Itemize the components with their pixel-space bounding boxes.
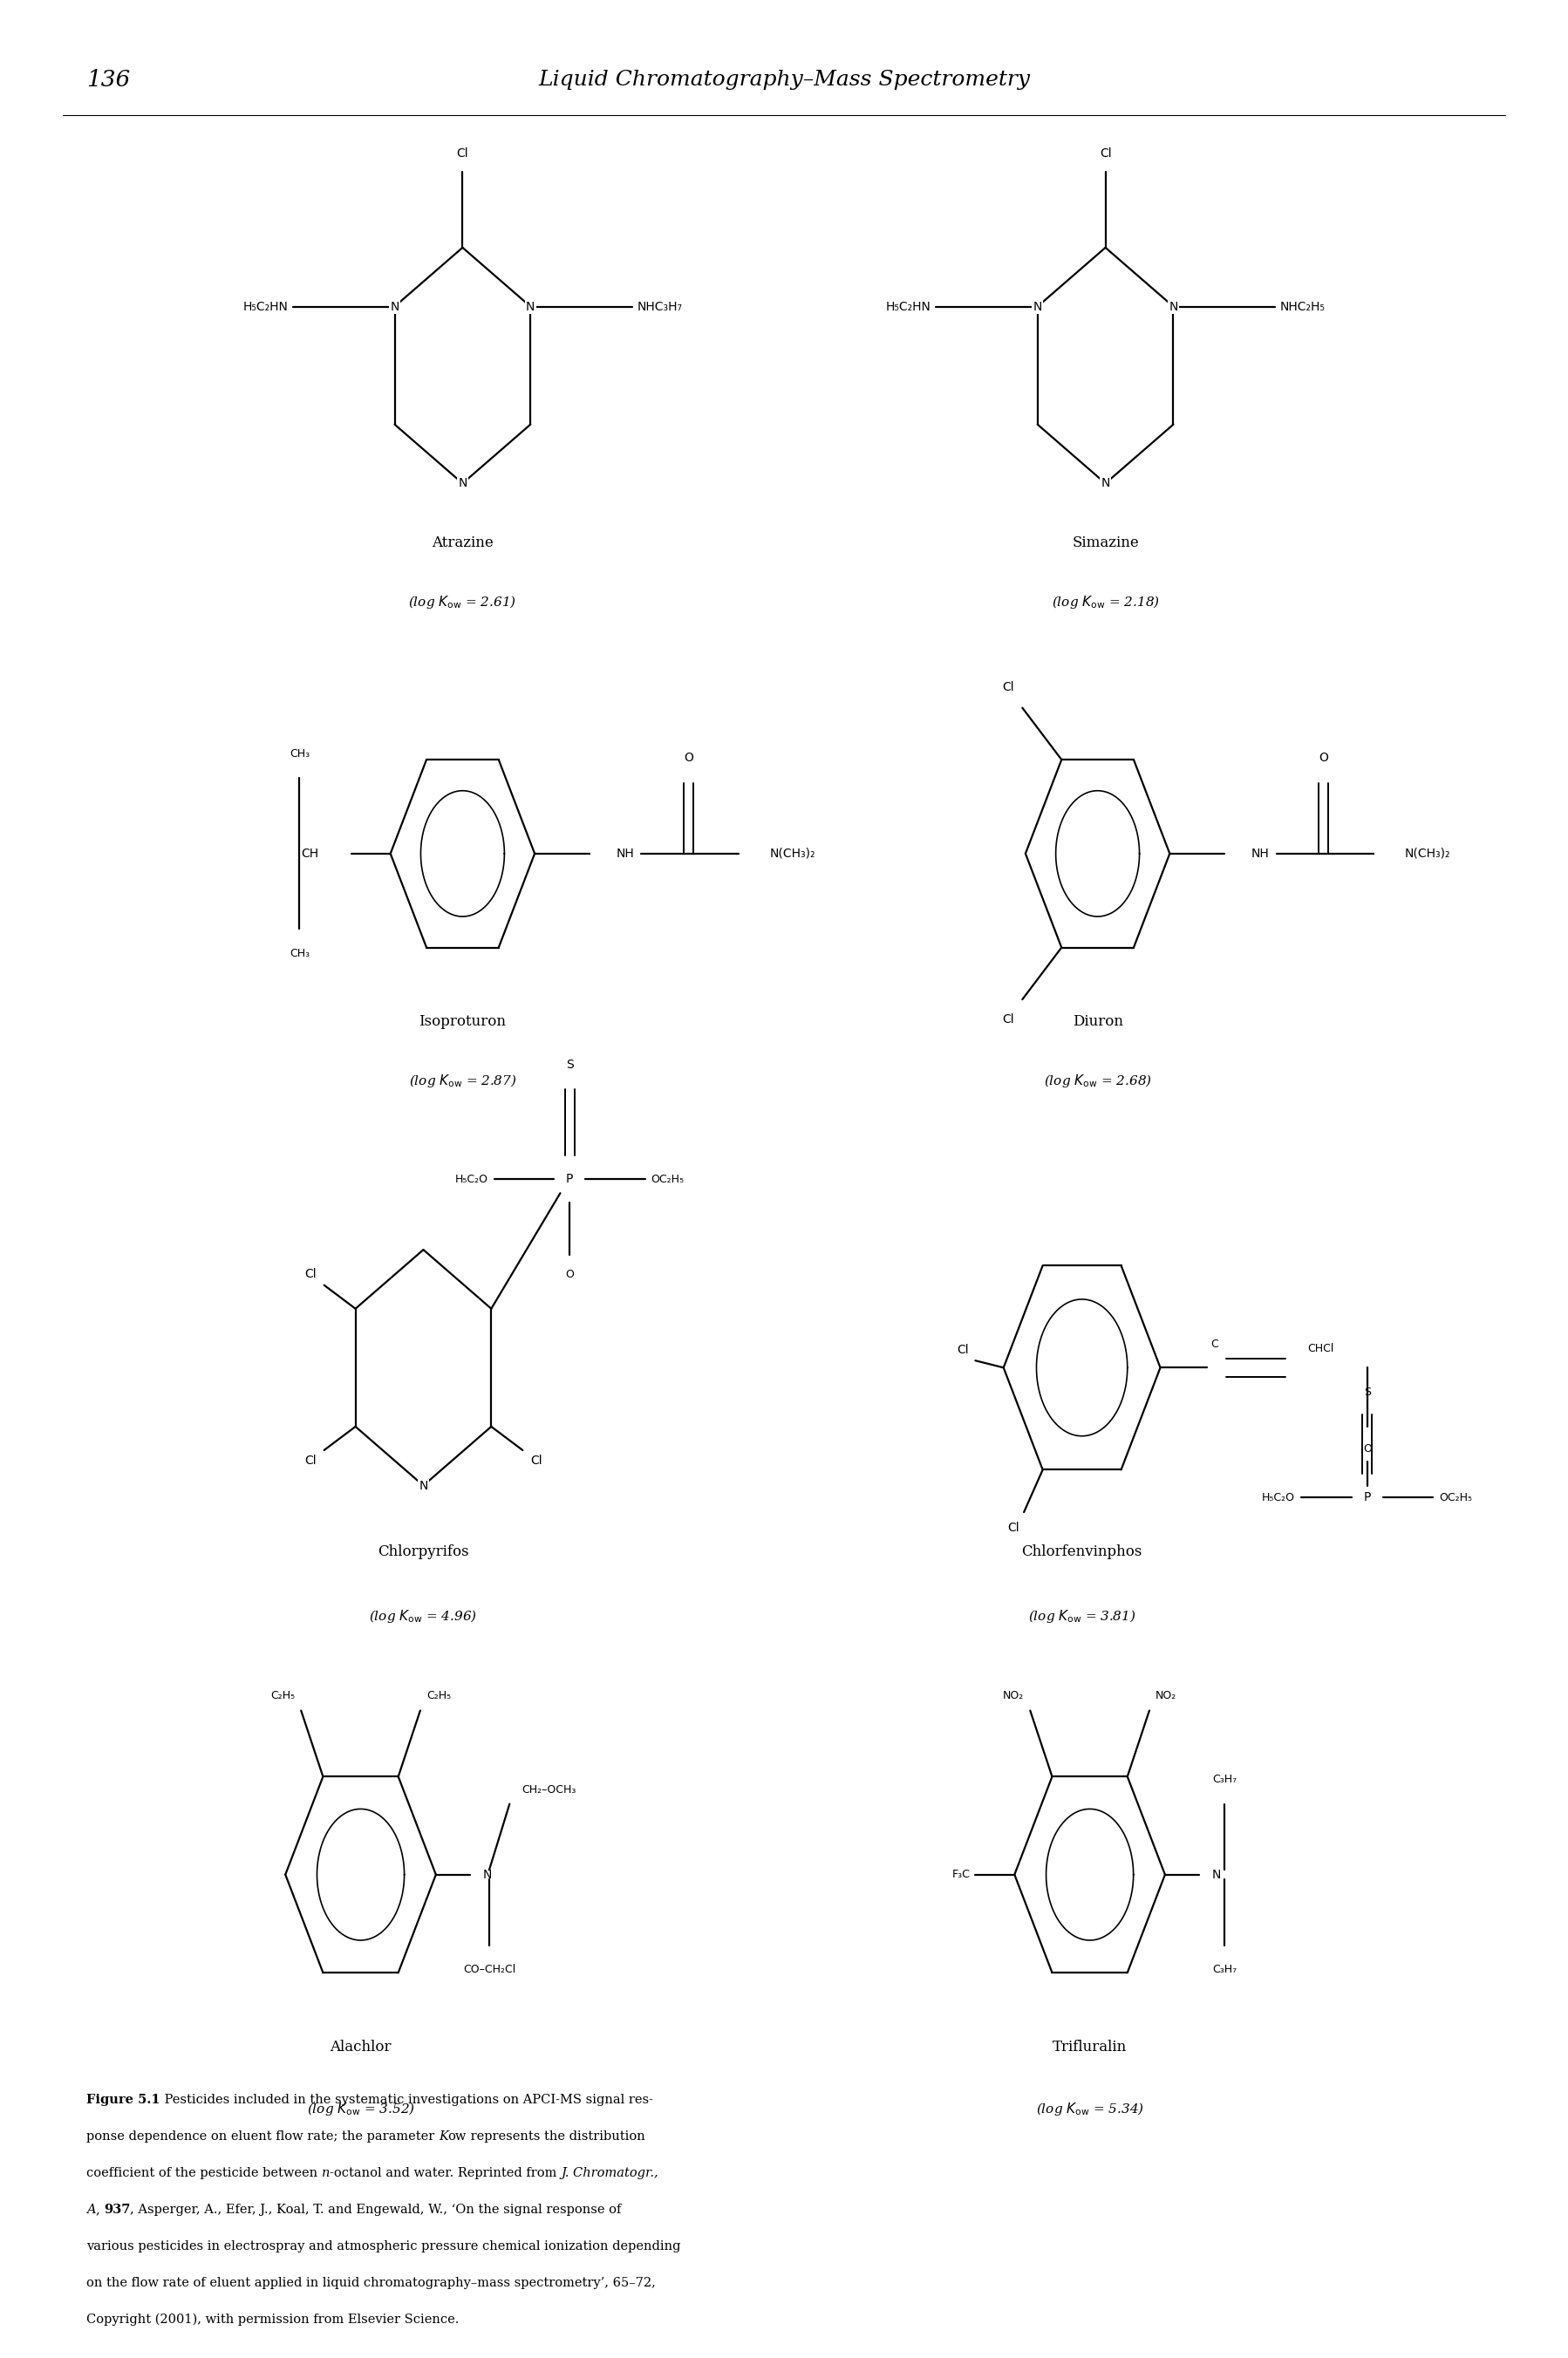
Text: Cl: Cl	[1002, 681, 1014, 693]
Text: NO₂: NO₂	[1156, 1691, 1176, 1700]
Text: P: P	[1364, 1490, 1370, 1504]
Text: NHC₂H₅: NHC₂H₅	[1279, 299, 1325, 314]
Text: ponse dependence on eluent flow rate; the parameter: ponse dependence on eluent flow rate; th…	[86, 2132, 439, 2143]
Text: Atrazine: Atrazine	[431, 535, 494, 549]
Text: CHCl: CHCl	[1308, 1344, 1334, 1353]
Text: Isoproturon: Isoproturon	[419, 1014, 506, 1028]
Text: (log $K_{\rm ow}$ = 4.96): (log $K_{\rm ow}$ = 4.96)	[370, 1608, 477, 1625]
Text: NH: NH	[1251, 847, 1270, 861]
Text: Cl: Cl	[304, 1269, 317, 1280]
Text: C₂H₅: C₂H₅	[270, 1691, 295, 1700]
Text: N(CH₃)₂: N(CH₃)₂	[1405, 847, 1450, 861]
Text: C₃H₇: C₃H₇	[1212, 1773, 1237, 1785]
Text: O: O	[1363, 1443, 1372, 1455]
Text: 937: 937	[103, 2202, 130, 2217]
Text: CH₃: CH₃	[290, 747, 309, 759]
Text: C: C	[1210, 1339, 1218, 1349]
Text: CH₂–OCH₃: CH₂–OCH₃	[522, 1785, 577, 1794]
Text: N: N	[1033, 299, 1043, 314]
Text: ow: ow	[448, 2132, 467, 2143]
Text: H₅C₂O: H₅C₂O	[455, 1174, 488, 1184]
Text: Chlorpyrifos: Chlorpyrifos	[378, 1544, 469, 1559]
Text: 136: 136	[86, 68, 130, 92]
Text: CO–CH₂Cl: CO–CH₂Cl	[463, 1964, 516, 1976]
Text: N: N	[483, 1868, 492, 1882]
Text: Cl: Cl	[530, 1455, 543, 1467]
Text: Cl: Cl	[956, 1344, 969, 1356]
Text: Cl: Cl	[1007, 1521, 1019, 1533]
Text: n: n	[321, 2167, 329, 2179]
Text: Pesticides included in the systematic investigations on APCI-MS signal res-: Pesticides included in the systematic in…	[160, 2094, 652, 2106]
Text: Trifluralin: Trifluralin	[1052, 2040, 1127, 2054]
Text: (log $K_{\rm ow}$ = 3.52): (log $K_{\rm ow}$ = 3.52)	[307, 2101, 414, 2117]
Text: Alachlor: Alachlor	[329, 2040, 392, 2054]
Text: (log $K_{\rm ow}$ = 2.18): (log $K_{\rm ow}$ = 2.18)	[1052, 594, 1159, 611]
Text: CH: CH	[301, 847, 318, 861]
Text: , Asperger, A., Efer, J., Koal, T. and Engewald, W., ‘On the signal response of: , Asperger, A., Efer, J., Koal, T. and E…	[130, 2202, 621, 2217]
Text: Cl: Cl	[1002, 1014, 1014, 1026]
Text: N: N	[419, 1478, 428, 1493]
Text: F₃C: F₃C	[952, 1870, 971, 1879]
Text: Chlorfenvinphos: Chlorfenvinphos	[1022, 1544, 1142, 1559]
Text: OC₂H₅: OC₂H₅	[651, 1174, 684, 1184]
Text: N: N	[1101, 476, 1110, 490]
Text: H₅C₂HN: H₅C₂HN	[243, 299, 289, 314]
Text: Cl: Cl	[456, 146, 469, 160]
Text: N: N	[390, 299, 400, 314]
Text: N: N	[525, 299, 535, 314]
Text: N: N	[1168, 299, 1178, 314]
Text: (log $K_{\rm ow}$ = 2.87): (log $K_{\rm ow}$ = 2.87)	[409, 1073, 516, 1089]
Text: NO₂: NO₂	[1004, 1691, 1024, 1700]
Text: P: P	[566, 1172, 574, 1186]
Text: O: O	[1319, 752, 1328, 764]
Text: N: N	[458, 476, 467, 490]
Text: (log $K_{\rm ow}$ = 5.34): (log $K_{\rm ow}$ = 5.34)	[1036, 2101, 1143, 2117]
Text: ,: ,	[96, 2202, 103, 2217]
Text: C₃H₇: C₃H₇	[1212, 1964, 1237, 1976]
Text: Liquid Chromatography–Mass Spectrometry: Liquid Chromatography–Mass Spectrometry	[538, 71, 1030, 90]
Text: (log $K_{\rm ow}$ = 2.68): (log $K_{\rm ow}$ = 2.68)	[1044, 1073, 1151, 1089]
Text: S: S	[566, 1059, 574, 1071]
Text: OC₂H₅: OC₂H₅	[1439, 1493, 1472, 1502]
Text: -octanol and water. Reprinted from: -octanol and water. Reprinted from	[329, 2167, 561, 2179]
Text: O: O	[566, 1269, 574, 1280]
Text: Copyright (2001), with permission from Elsevier Science.: Copyright (2001), with permission from E…	[86, 2313, 459, 2325]
Text: Figure 5.1: Figure 5.1	[86, 2094, 160, 2106]
Text: N: N	[1212, 1868, 1221, 1882]
Text: Cl: Cl	[1099, 146, 1112, 160]
Text: various pesticides in electrospray and atmospheric pressure chemical ionization : various pesticides in electrospray and a…	[86, 2240, 681, 2252]
Text: (log $K_{\rm ow}$ = 2.61): (log $K_{\rm ow}$ = 2.61)	[409, 594, 516, 611]
Text: NH: NH	[616, 847, 635, 861]
Text: H₅C₂HN: H₅C₂HN	[886, 299, 931, 314]
Text: Diuron: Diuron	[1073, 1014, 1123, 1028]
Text: Simazine: Simazine	[1073, 535, 1138, 549]
Text: (log $K_{\rm ow}$ = 3.81): (log $K_{\rm ow}$ = 3.81)	[1029, 1608, 1135, 1625]
Text: C₂H₅: C₂H₅	[426, 1691, 452, 1700]
Text: K: K	[439, 2132, 448, 2143]
Text: J. Chromatogr.,: J. Chromatogr.,	[561, 2167, 659, 2179]
Text: on the flow rate of eluent applied in liquid chromatography–mass spectrometry’, : on the flow rate of eluent applied in li…	[86, 2278, 655, 2290]
Text: NHC₃H₇: NHC₃H₇	[637, 299, 682, 314]
Text: Cl: Cl	[304, 1455, 317, 1467]
Text: CH₃: CH₃	[290, 948, 309, 960]
Text: S: S	[1364, 1387, 1370, 1398]
Text: N(CH₃)₂: N(CH₃)₂	[770, 847, 815, 861]
Text: A: A	[86, 2202, 96, 2217]
Text: O: O	[684, 752, 693, 764]
Text: coefficient of the pesticide between: coefficient of the pesticide between	[86, 2167, 321, 2179]
Text: represents the distribution: represents the distribution	[467, 2132, 644, 2143]
Text: H₅C₂O: H₅C₂O	[1262, 1493, 1295, 1502]
